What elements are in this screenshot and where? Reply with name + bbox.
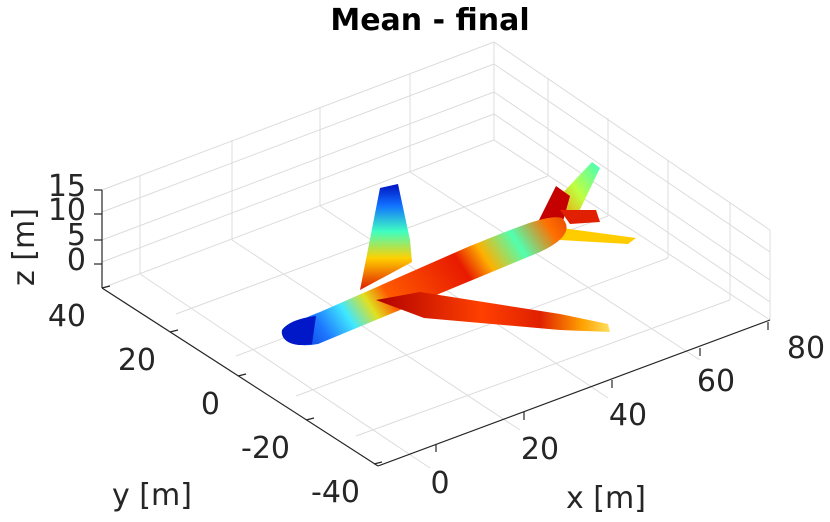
y-tick-label: 20 bbox=[118, 343, 156, 378]
x-axis-label: x [m] bbox=[566, 481, 646, 516]
z-axis: 0 5 10 15 z [m] bbox=[7, 169, 103, 288]
x-axis: 0 20 40 60 80 x [m] bbox=[430, 322, 825, 516]
z-tick-label: 10 bbox=[48, 193, 86, 228]
z-tick-label: 5 bbox=[67, 218, 86, 253]
aircraft-surface bbox=[281, 162, 636, 346]
axes-box bbox=[101, 287, 771, 467]
z-tick-label: 0 bbox=[67, 243, 86, 278]
z-axis-label: z [m] bbox=[7, 208, 42, 286]
chart-title: Mean - final bbox=[330, 3, 529, 38]
y-tick-label: 0 bbox=[201, 387, 220, 422]
x-tick-label: 0 bbox=[430, 466, 449, 501]
y-tick-label: -20 bbox=[241, 431, 290, 466]
z-tick-label: 15 bbox=[48, 169, 86, 204]
y-axis-label: y [m] bbox=[112, 478, 192, 513]
y-axis: 40 20 0 -20 -40 y [m] bbox=[48, 285, 383, 513]
x-tick-label: 80 bbox=[787, 331, 825, 366]
y-tick-label: -40 bbox=[311, 475, 360, 510]
x-tick-label: 20 bbox=[521, 432, 559, 467]
x-tick-label: 40 bbox=[609, 398, 647, 433]
y-tick-label: 40 bbox=[48, 299, 86, 334]
x-tick-label: 60 bbox=[697, 364, 735, 399]
